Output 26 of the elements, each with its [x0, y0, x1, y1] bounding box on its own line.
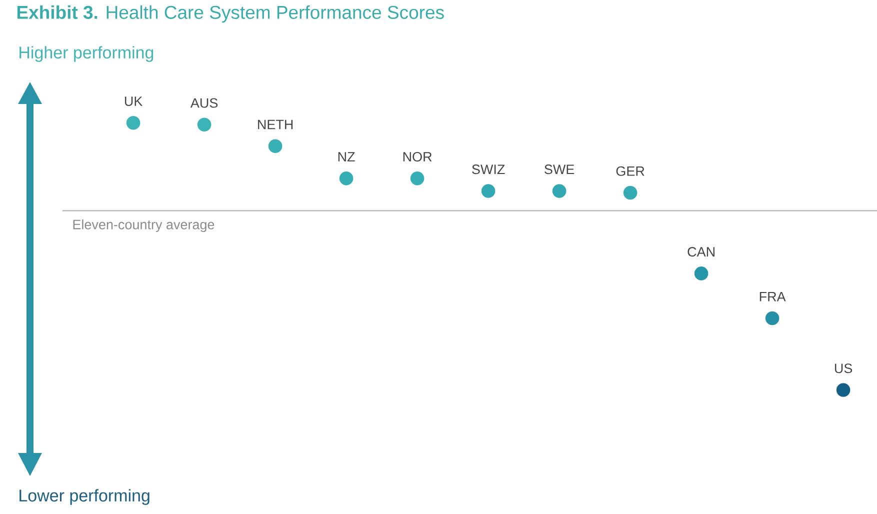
x-tick-label: NOR [403, 152, 432, 162]
point [623, 186, 638, 200]
point [410, 172, 424, 186]
x-tick-label: AUS [190, 98, 218, 108]
point [126, 116, 140, 130]
x-tick-label: US [834, 364, 852, 374]
point [694, 266, 708, 280]
point [836, 383, 850, 397]
point [197, 118, 212, 132]
x-tick-label: CAN [688, 247, 714, 257]
x-tick-label: SWIZ [472, 164, 505, 174]
point [765, 311, 780, 326]
chart-title: Exhibit 3. Health Care System Performance Scores [17, 5, 444, 23]
x-tick-label: NETH [258, 120, 293, 130]
x-tick-label: UK [124, 96, 143, 106]
ref-line-label: Eleven-country average [73, 219, 214, 232]
x-tick-label: NZ [338, 152, 355, 162]
x-tick-label: SWE [544, 164, 574, 174]
point [339, 172, 354, 186]
text: Lower performing [20, 489, 150, 505]
text: Higher performing [20, 46, 154, 62]
x-tick-label: GER [616, 166, 644, 176]
x-tick-label: FRA [760, 292, 786, 302]
point [481, 184, 496, 198]
point [552, 184, 566, 198]
point [268, 139, 282, 154]
